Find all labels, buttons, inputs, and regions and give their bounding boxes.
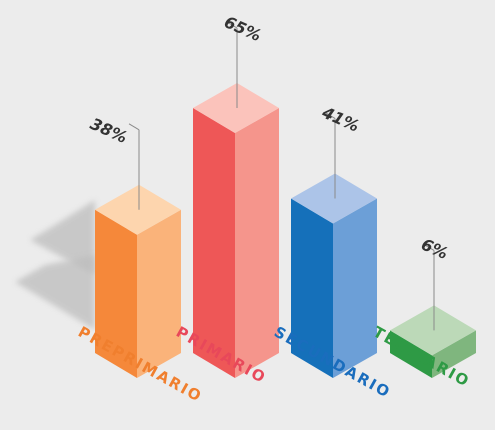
value-label: 65%	[221, 12, 264, 45]
value-label: 41%	[318, 102, 362, 135]
value-label: 38%	[87, 114, 130, 147]
bar-primario	[193, 83, 279, 378]
bar-side-face	[333, 198, 377, 378]
bar-shadows	[15, 200, 95, 330]
value-label: 6%	[418, 235, 451, 263]
bar-side-face	[137, 210, 181, 378]
bar-shadow	[15, 255, 95, 330]
leader-line-tick	[129, 124, 139, 130]
